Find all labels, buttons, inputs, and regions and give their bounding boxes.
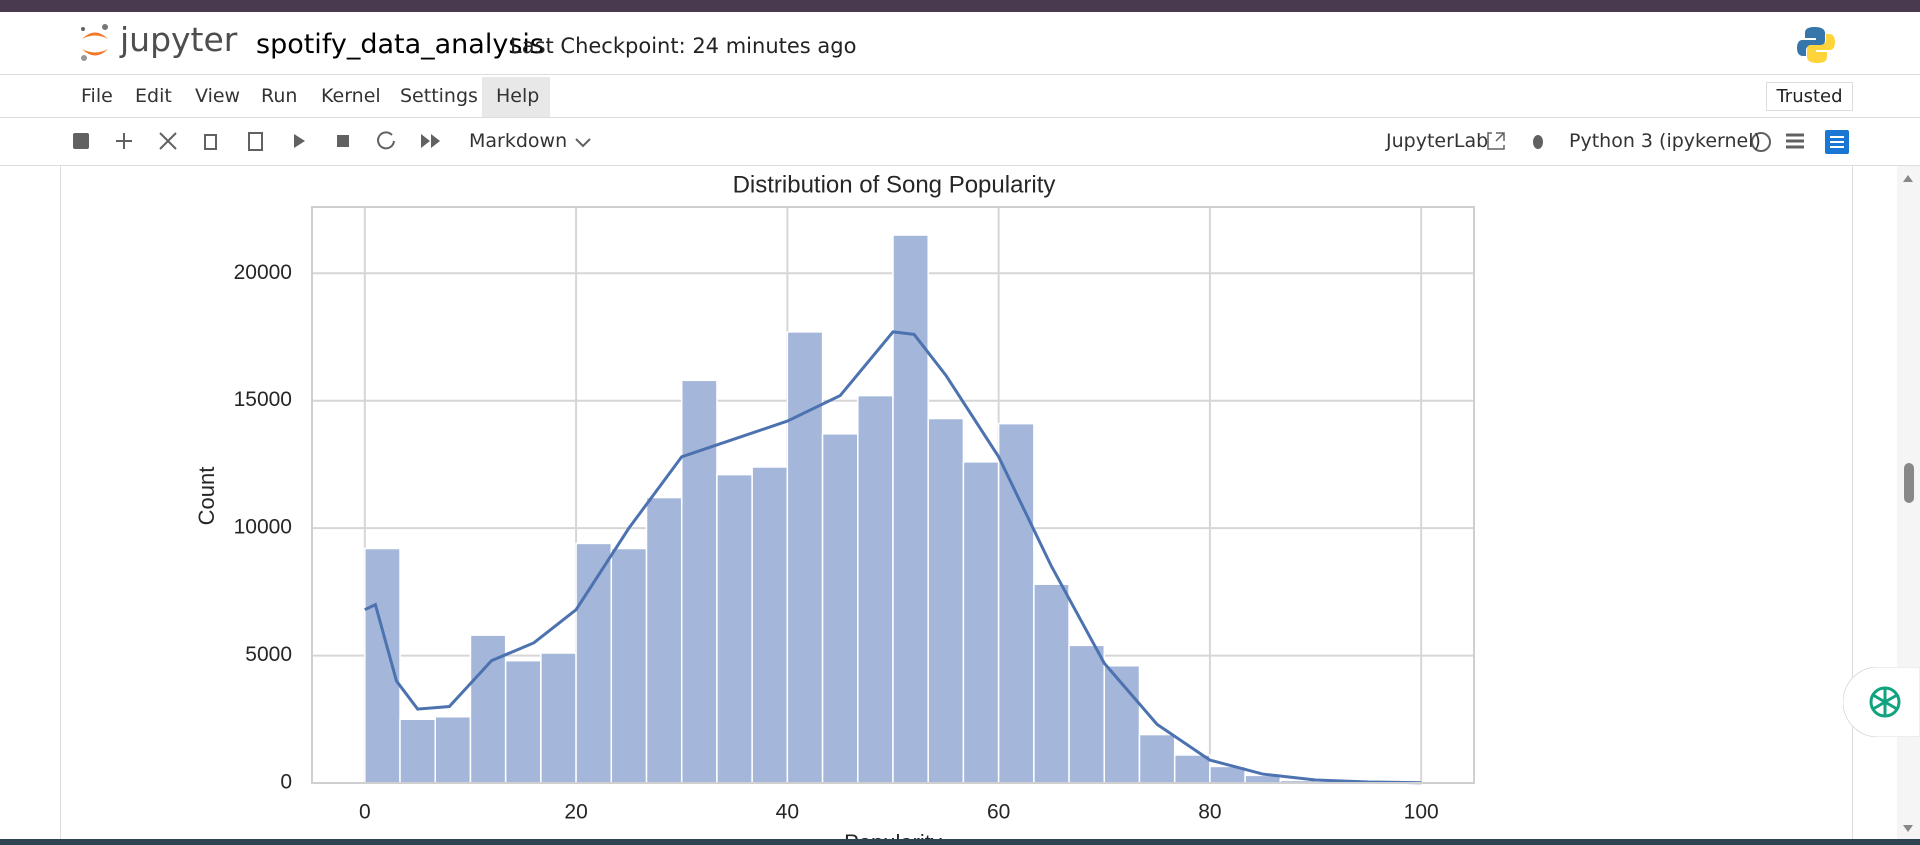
y-tick-label: 20000: [234, 261, 292, 284]
python-logo: [1797, 27, 1835, 63]
bar: [434, 715, 472, 784]
bar: [504, 659, 542, 784]
x-axis-label: Popularity: [844, 830, 942, 840]
scroll-up[interactable]: [1903, 175, 1913, 182]
menu-item[interactable]: Settings: [400, 85, 478, 107]
scrollbar-parts: [1903, 175, 1914, 832]
chart-title: Distribution of Song Popularity: [733, 171, 1056, 198]
scroll-thumb[interactable]: [1904, 463, 1914, 503]
debugger-icon[interactable]: [1533, 135, 1543, 149]
divider: [0, 74, 1920, 75]
x-tick-label: 60: [987, 801, 1010, 824]
restart-icon[interactable]: [377, 131, 395, 150]
dropdown-icon[interactable]: [575, 138, 591, 148]
bar: [469, 634, 507, 784]
cut-icon[interactable]: [159, 132, 177, 150]
y-tick-label: 5000: [245, 643, 292, 666]
x-tick-label: 0: [359, 801, 371, 824]
bar: [857, 394, 894, 784]
cell-type-select[interactable]: Markdown: [469, 130, 568, 152]
menu-item[interactable]: File: [81, 85, 113, 107]
bar: [645, 496, 683, 784]
menu-item[interactable]: Kernel: [321, 85, 381, 107]
bar: [575, 542, 613, 784]
top-strip: [0, 0, 1920, 12]
chart: Distribution of Song Popularity Populari…: [194, 171, 1475, 840]
cell-output: [60, 166, 1853, 840]
bar: [962, 461, 1000, 784]
x-tick-label: 40: [776, 801, 799, 824]
bar: [540, 652, 577, 784]
run-all-icon[interactable]: [421, 134, 440, 148]
assistant-button[interactable]: [1843, 667, 1920, 737]
jupyter-logo-icon: [81, 24, 108, 61]
trusted-badge[interactable]: Trusted: [1766, 82, 1853, 111]
bar: [399, 718, 436, 784]
plot-frame: [311, 206, 1475, 784]
jupyter-wordmark: jupyter: [120, 20, 238, 59]
kde-line: [364, 330, 1422, 785]
menu-item[interactable]: Help: [496, 85, 540, 107]
y-tick-label: 0: [280, 771, 292, 794]
save-icon[interactable]: [73, 133, 89, 149]
bar: [751, 466, 789, 784]
bar: [1173, 754, 1211, 784]
run-icon[interactable]: [294, 134, 305, 148]
x-tick-label: 20: [564, 801, 587, 824]
notebook-name[interactable]: spotify_data_analysis: [256, 29, 544, 60]
menu-item[interactable]: View: [195, 85, 241, 107]
bottom-strip: [0, 839, 1920, 845]
bar: [1033, 583, 1070, 784]
bar: [1068, 644, 1106, 784]
toolbar-icons: [73, 130, 1849, 154]
bar: [716, 473, 753, 784]
y-axis-label: Count: [194, 467, 219, 526]
bar: [997, 422, 1035, 784]
x-tick-label: 100: [1404, 801, 1439, 824]
menu-highlight: [482, 77, 550, 117]
bar: [927, 417, 965, 784]
external-link-icon[interactable]: [1487, 132, 1505, 150]
bar: [364, 547, 401, 784]
checkpoint: Last Checkpoint: 24 minutes ago: [510, 34, 857, 58]
bar: [680, 379, 718, 784]
x-tick-label: 80: [1198, 801, 1221, 824]
menu-icon[interactable]: [1786, 133, 1804, 149]
jupyterlab-link[interactable]: JupyterLab: [1386, 130, 1489, 152]
copy-icon[interactable]: [204, 134, 217, 150]
y-tick-label: 15000: [234, 388, 292, 411]
paste-icon[interactable]: [248, 132, 263, 151]
y-tick-label: 10000: [234, 516, 292, 539]
bar: [892, 234, 929, 784]
add-icon[interactable]: [116, 133, 132, 149]
bar: [786, 331, 824, 784]
kernel-status-icon: [1751, 132, 1771, 152]
kernel-name[interactable]: Python 3 (ipykernel): [1569, 130, 1761, 152]
menu-item[interactable]: Run: [261, 85, 298, 107]
scroll-down[interactable]: [1903, 825, 1913, 832]
divider: [0, 165, 1920, 166]
bar: [821, 433, 859, 784]
bar: [1138, 733, 1176, 784]
stop-icon[interactable]: [337, 135, 349, 147]
bar: [610, 547, 648, 784]
menu-item[interactable]: Edit: [135, 85, 172, 107]
divider: [0, 117, 1920, 118]
